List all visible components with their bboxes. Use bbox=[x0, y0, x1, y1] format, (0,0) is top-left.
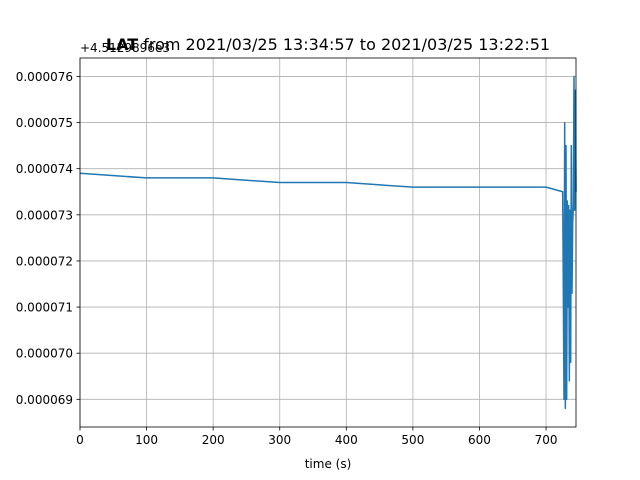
series-line-lat bbox=[79, 75, 577, 410]
y-tick-label: 0.000074 bbox=[16, 162, 73, 176]
x-axis: 0 100 200 300 400 500 600 700 bbox=[76, 427, 557, 447]
x-tick-label: 400 bbox=[335, 433, 358, 447]
y-tick-label: 0.000072 bbox=[16, 254, 73, 268]
chart-title-rest: from 2021/03/25 13:34:57 to 2021/03/25 1… bbox=[138, 35, 550, 54]
x-tick-label: 500 bbox=[401, 433, 424, 447]
y-tick-label: 0.000071 bbox=[16, 301, 73, 315]
y-tick-label: 0.000070 bbox=[16, 347, 73, 361]
y-tick-label: 0.000076 bbox=[16, 70, 73, 84]
x-tick-label: 700 bbox=[535, 433, 558, 447]
x-tick-label: 100 bbox=[135, 433, 158, 447]
chart-title: LAT from 2021/03/25 13:34:57 to 2021/03/… bbox=[106, 35, 550, 54]
y-tick-label: 0.000069 bbox=[16, 393, 73, 407]
chart-title-bold: LAT bbox=[106, 35, 138, 54]
y-offset-text: +4.5129896e3 bbox=[80, 41, 170, 55]
x-tick-label: 300 bbox=[268, 433, 291, 447]
x-tick-label: 0 bbox=[76, 433, 84, 447]
x-tick-label: 200 bbox=[202, 433, 225, 447]
plot-area-frame bbox=[79, 57, 577, 428]
x-axis-label: time (s) bbox=[305, 457, 352, 471]
y-tick-label: 0.000073 bbox=[16, 208, 73, 222]
y-axis: 0.000069 0.000070 0.000071 0.000072 0.000073… bbox=[16, 70, 80, 407]
grid-lines bbox=[79, 58, 576, 427]
y-tick-label: 0.000075 bbox=[16, 116, 73, 130]
x-tick-label: 600 bbox=[468, 433, 491, 447]
